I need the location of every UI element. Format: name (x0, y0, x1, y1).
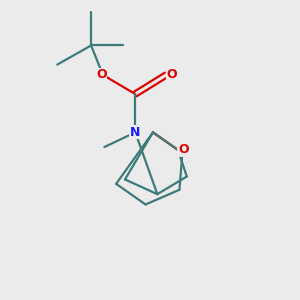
Text: O: O (178, 143, 189, 157)
Text: O: O (166, 68, 177, 81)
Text: N: N (130, 126, 140, 139)
Text: O: O (96, 68, 107, 81)
